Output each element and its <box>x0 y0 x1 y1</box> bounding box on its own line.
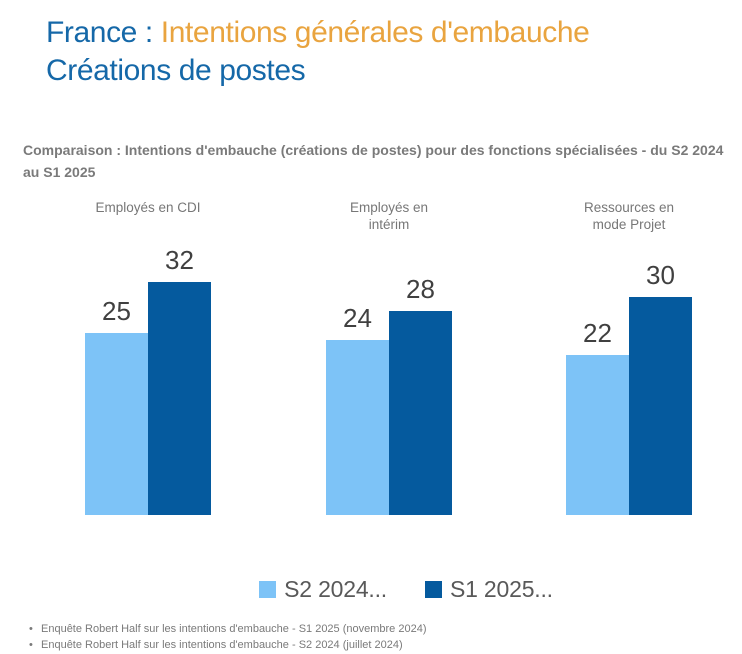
category-label-cdi: Employés en CDI <box>95 200 201 215</box>
bar-value-label: 24 <box>343 303 372 333</box>
bar-cell: 25 <box>85 296 148 515</box>
title-prefix: France : <box>46 16 161 49</box>
bar-cell: 32 <box>148 245 211 515</box>
title-highlight: Intentions générales d'embauche <box>160 16 590 49</box>
bar-value-label: 28 <box>406 274 435 304</box>
bar-cell: 24 <box>326 303 389 515</box>
footnote-source-s1-2025: • Enquête Robert Half sur les intentions… <box>23 621 723 637</box>
chart-legend: S2 2024... S1 2025... <box>0 576 742 603</box>
bar-cell: 22 <box>566 318 629 515</box>
bar-s2-2024-projet <box>566 355 629 515</box>
footnotes: • Enquête Robert Half sur les intentions… <box>23 621 723 653</box>
bar-value-label: 25 <box>102 296 131 326</box>
bar-s2-2024-cdi <box>85 333 148 515</box>
legend-label: S2 2024... <box>284 576 387 602</box>
footnote-text: Enquête Robert Half sur les intentions d… <box>41 623 427 635</box>
bullet-icon: • <box>29 639 33 651</box>
legend-label: S1 2025... <box>450 576 553 602</box>
bar-cell: 28 <box>389 274 452 515</box>
category-label-projet: Ressources en mode Projet <box>583 200 675 232</box>
bar-s1-2025-cdi <box>148 282 211 515</box>
footnote-source-s2-2024: • Enquête Robert Half sur les intentions… <box>23 637 723 653</box>
category-label-interim: Employés en intérim <box>349 200 429 232</box>
bar-group-interim: 24 28 <box>326 235 452 515</box>
bullet-icon: • <box>29 623 33 635</box>
bar-value-label: 30 <box>646 260 675 290</box>
legend-swatch-dark-blue <box>425 581 442 598</box>
legend-item-s2-2024: S2 2024... <box>259 576 387 603</box>
page-title: France : Intentions générales d'embauche… <box>46 14 590 90</box>
bar-group-projet: 22 30 <box>566 235 692 515</box>
title-line2: Créations de postes <box>46 54 306 87</box>
legend-swatch-light-blue <box>259 581 277 598</box>
bar-s2-2024-interim <box>326 340 389 515</box>
footnote-text: Enquête Robert Half sur les intentions d… <box>41 639 403 651</box>
bar-value-label: 32 <box>165 245 194 275</box>
bar-cell: 30 <box>629 260 692 515</box>
chart-subtitle: Comparaison : Intentions d'embauche (cré… <box>23 142 724 180</box>
bar-value-label: 22 <box>583 318 612 348</box>
bar-group-cdi: 25 32 <box>85 235 211 515</box>
bar-s1-2025-projet <box>629 297 692 515</box>
bar-s1-2025-interim <box>389 311 452 515</box>
legend-item-s1-2025: S1 2025... <box>425 576 553 603</box>
